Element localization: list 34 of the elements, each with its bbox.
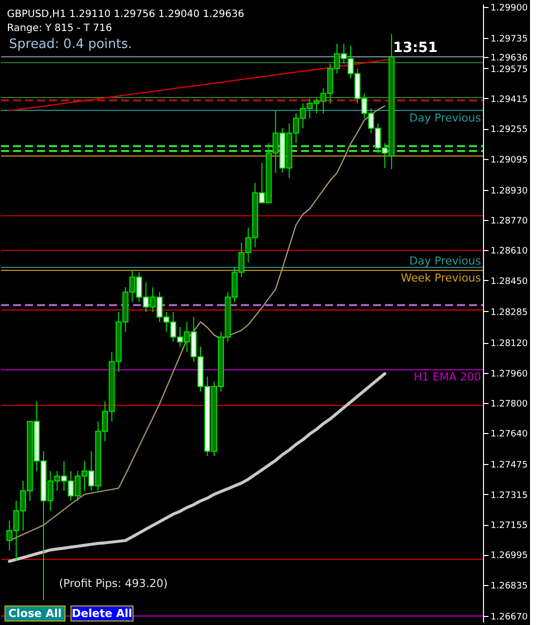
annotation: Spread: 0.4 points. <box>9 37 132 52</box>
annotation: Close All <box>8 607 62 620</box>
y-tick-label: 1.28930 <box>490 186 528 196</box>
ref-line-label: Day Previous <box>409 254 482 268</box>
y-tick-label: 1.27640 <box>490 430 528 440</box>
y-tick-label: 1.29735 <box>490 34 528 45</box>
annotation: 13:51 <box>393 40 438 56</box>
y-tick-label: 1.27315 <box>490 490 528 501</box>
y-tick-label: 1.26835 <box>490 581 528 592</box>
line-series <box>8 372 386 563</box>
y-tick-label: 1.27475 <box>490 460 528 471</box>
y-tick-label: 1.28450 <box>490 276 528 287</box>
y-tick-label: 1.29415 <box>490 94 528 105</box>
ref-line-label: Day Previous <box>409 111 482 124</box>
text: Range: Y 815 - T 716 <box>7 23 112 34</box>
y-tick-label: 1.27155 <box>490 521 528 532</box>
text: GBPUSD,H1 1.29110 1.29756 1.29040 1.29636 <box>7 9 244 20</box>
annotation: (Profit Pips: 493.20) <box>59 577 168 590</box>
y-tick-label: 1.29255 <box>490 125 528 136</box>
y-tick-label: 1.27800 <box>490 399 528 410</box>
y-tick-label: 1.27960 <box>490 369 528 380</box>
y-tick-label: 1.28770 <box>490 216 528 227</box>
annotation: Delete All <box>72 607 132 620</box>
y-tick-label: 1.26670 <box>490 612 528 622</box>
y-tick-label: 1.29575 <box>490 64 528 75</box>
y-tick-label: 1.28120 <box>490 339 528 350</box>
ref-line-label: Week Previous <box>400 271 482 284</box>
ref-line-label: H1 EMA 200 <box>414 370 481 384</box>
y-tick-label: 1.28285 <box>490 308 528 318</box>
y-tick-label: 1.29095 <box>490 155 528 166</box>
y-tick-label: 1.29900 <box>490 4 528 14</box>
y-tick-label: 1.26995 <box>490 551 528 562</box>
y-tick-label: 1.29636 <box>490 53 528 64</box>
y-tick-label: 1.28610 <box>490 246 528 257</box>
